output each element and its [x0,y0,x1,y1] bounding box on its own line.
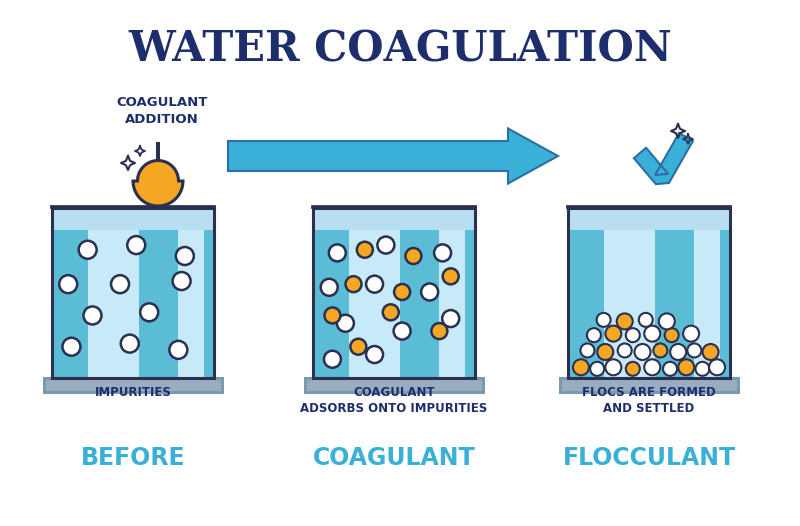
Circle shape [617,313,633,329]
Circle shape [321,279,338,296]
Circle shape [709,359,725,375]
Circle shape [176,247,194,265]
Circle shape [406,248,422,264]
Bar [52,208,214,230]
Text: WATER COAGULATION: WATER COAGULATION [128,29,672,71]
Circle shape [329,245,346,261]
Circle shape [670,344,686,360]
Bar [52,208,214,378]
Bar [560,378,738,392]
Circle shape [587,328,601,342]
Circle shape [421,284,438,300]
Text: COAGULANT: COAGULANT [313,446,475,470]
Text: FLOCS ARE FORMED
AND SETTLED: FLOCS ARE FORMED AND SETTLED [582,386,716,415]
Circle shape [626,328,640,342]
Polygon shape [634,133,693,184]
Bar [178,208,204,378]
Bar [52,208,214,378]
Circle shape [394,284,410,300]
Circle shape [350,339,366,355]
Circle shape [702,344,718,360]
Bar [568,208,730,378]
Circle shape [644,326,660,341]
Bar [568,208,730,230]
Circle shape [644,359,660,375]
Circle shape [337,315,354,332]
Text: COAGULANT
ADDITION: COAGULANT ADDITION [116,96,208,126]
Circle shape [378,237,394,254]
Circle shape [663,362,677,376]
Circle shape [140,304,158,321]
Circle shape [366,346,383,363]
Bar [349,208,401,378]
Circle shape [634,344,650,360]
Bar [44,378,222,392]
Circle shape [590,362,604,376]
Bar [313,208,475,378]
Circle shape [597,313,610,327]
Text: FLOCCULANT: FLOCCULANT [562,446,735,470]
Circle shape [324,351,341,368]
Circle shape [83,307,102,325]
Circle shape [678,359,694,375]
Circle shape [121,335,138,352]
Circle shape [357,242,373,258]
Circle shape [394,322,410,340]
Circle shape [111,275,129,293]
Circle shape [434,245,451,261]
Circle shape [598,344,614,360]
Bar [568,208,730,378]
Circle shape [638,313,653,327]
Circle shape [626,362,640,376]
Circle shape [618,343,632,358]
Polygon shape [133,142,183,206]
Circle shape [170,341,187,359]
Circle shape [606,326,622,341]
Circle shape [346,276,362,292]
Circle shape [78,241,97,259]
Circle shape [573,359,589,375]
Text: BEFORE: BEFORE [81,446,186,470]
Bar [604,208,655,378]
Bar [313,208,475,378]
Circle shape [382,305,398,320]
Circle shape [683,326,699,341]
Circle shape [687,343,702,358]
Circle shape [442,310,459,327]
Circle shape [366,276,383,292]
Circle shape [665,328,678,342]
Circle shape [431,323,447,339]
Circle shape [581,343,594,358]
Bar [88,208,139,378]
Bar [439,208,466,378]
Circle shape [654,343,667,358]
Bar [694,208,720,378]
Text: IMPURITIES: IMPURITIES [94,386,171,399]
Circle shape [127,236,146,254]
Bar [313,208,475,230]
Circle shape [695,362,710,376]
Circle shape [659,313,675,329]
Circle shape [173,272,190,290]
Text: COAGULANT
ADSORBS ONTO IMPURITIES: COAGULANT ADSORBS ONTO IMPURITIES [300,386,488,415]
Circle shape [325,307,341,323]
FancyArrow shape [228,128,558,184]
Circle shape [442,268,458,285]
Bar [305,378,483,392]
Circle shape [62,338,81,356]
Circle shape [606,359,622,375]
Circle shape [59,275,77,293]
